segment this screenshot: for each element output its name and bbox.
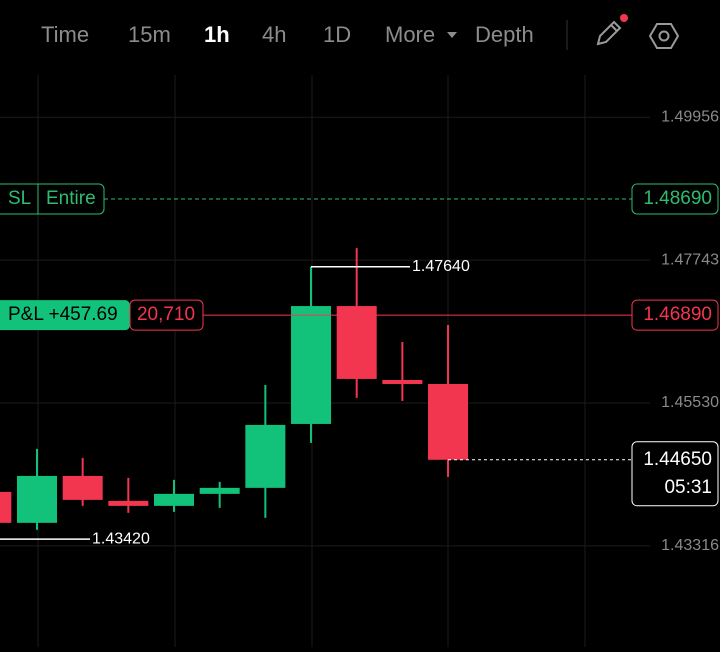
price-tag-text: 1.46890: [643, 304, 712, 325]
order-tag-text: Entire: [46, 188, 96, 209]
notification-dot: [620, 14, 628, 22]
pnl-text: P&L +457.69: [8, 304, 118, 325]
candle-body: [245, 424, 286, 488]
y-tick-label: 1.45530: [661, 394, 719, 411]
order-name: SL: [8, 188, 31, 209]
size-tag[interactable]: [129, 299, 204, 331]
size-text: 20,710: [137, 304, 195, 325]
candle-body: [0, 491, 12, 523]
timeframe-tab[interactable]: 15m: [128, 22, 171, 47]
candle-body: [382, 379, 423, 384]
candle-body: [17, 475, 57, 523]
timeframe-tab[interactable]: 1D: [323, 22, 351, 47]
dropdown-arrow: [447, 32, 457, 38]
candle-timer: 05:31: [664, 477, 712, 498]
timeframe-tab[interactable]: Depth: [475, 22, 534, 47]
candle-body: [428, 383, 469, 460]
candle-body: [108, 500, 149, 506]
timeframe-tab[interactable]: More: [385, 22, 435, 47]
timeframe-tab[interactable]: 4h: [262, 22, 286, 47]
timeframe-tab[interactable]: 1h: [204, 22, 230, 47]
order-tag[interactable]: [0, 183, 105, 215]
pencil-icon[interactable]: [596, 20, 622, 46]
candle-body: [336, 306, 377, 379]
annotation-label: 1.43420: [92, 530, 150, 547]
y-tick-label: 1.43316: [661, 537, 719, 554]
y-tick-label: 1.47743: [661, 251, 719, 268]
price-tag-text: 1.48690: [643, 188, 712, 209]
timeframe-tab[interactable]: Time: [41, 22, 89, 47]
settings-icon[interactable]: [648, 23, 680, 49]
current-price-box: [631, 441, 719, 507]
current-price-label: 1.44650: [643, 449, 712, 470]
pnl-tag[interactable]: [0, 300, 130, 331]
y-tick-label: 1.49956: [661, 108, 719, 125]
annotation-label: 1.47640: [412, 258, 470, 275]
candle-body: [154, 493, 195, 506]
candle-body: [199, 487, 240, 494]
price-tag: [631, 183, 719, 215]
candle-body: [62, 475, 103, 500]
price-tag: [631, 299, 719, 331]
candle-body: [291, 306, 332, 424]
